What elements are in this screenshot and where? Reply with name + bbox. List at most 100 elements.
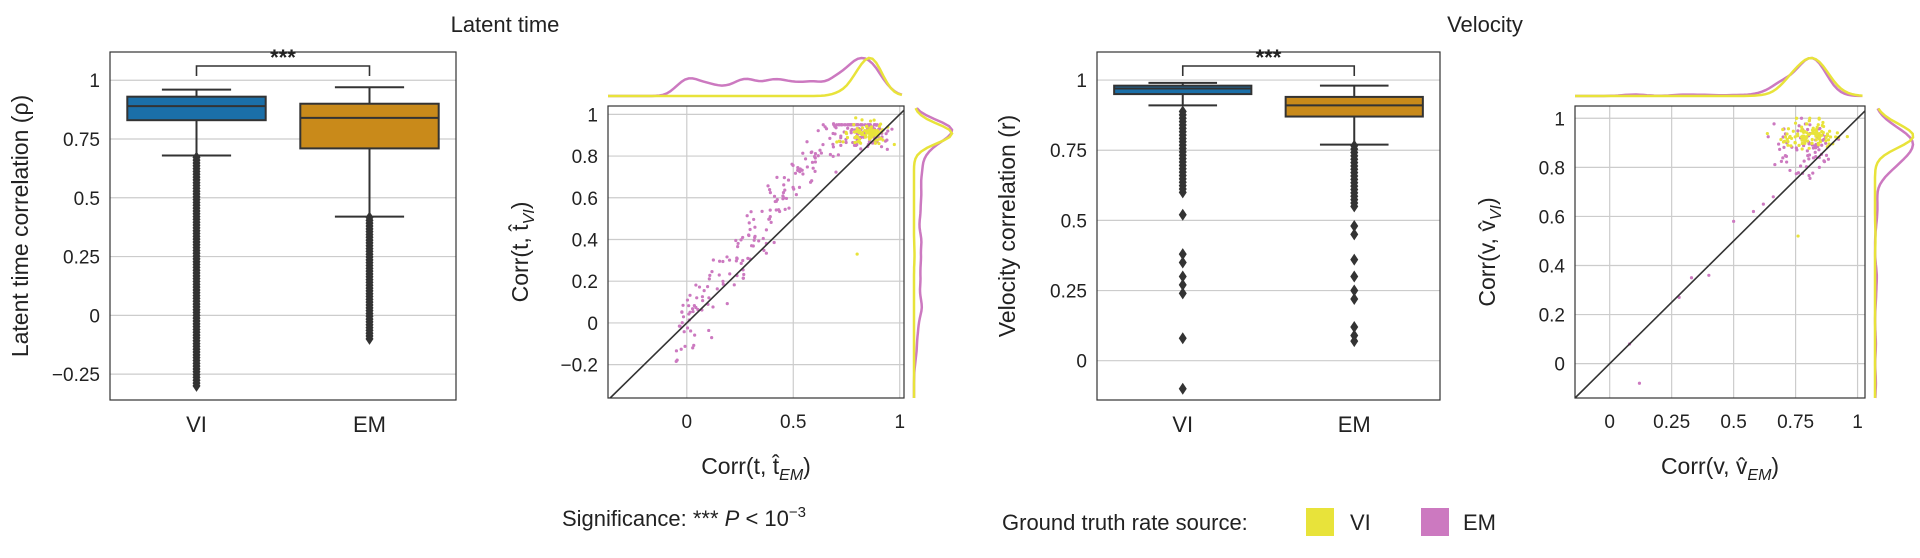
- y-tick-label: 1: [1554, 109, 1565, 130]
- point-em: [848, 123, 853, 127]
- point-em: [725, 255, 729, 259]
- point-vi: [1835, 131, 1839, 135]
- y-axis-label: Corr(v, v̂VI): [1474, 197, 1505, 306]
- point-em: [752, 217, 756, 222]
- point-em: [725, 302, 729, 306]
- point-em: [1784, 154, 1789, 158]
- point-em: [677, 324, 681, 328]
- marginal-y-em: [1873, 107, 1915, 399]
- point-em: [801, 151, 805, 155]
- latent-time-scatter: 0 0.5 1 −0.2 0 0.2 0.4 0.6 0.8 1 Corr(t, t̂EM) Corr…: [507, 56, 954, 484]
- y-tick-label: 0.8: [572, 147, 598, 168]
- point-em: [710, 336, 714, 340]
- outlier-marker: [1350, 335, 1359, 348]
- point-vi: [860, 118, 864, 122]
- outlier-marker: [1350, 284, 1359, 297]
- point-em: [879, 145, 884, 149]
- point-em: [811, 166, 815, 170]
- point-vi: [1817, 116, 1821, 120]
- outlier-marker: [1178, 382, 1187, 395]
- significance-stars: ***: [270, 45, 296, 70]
- point-em: [797, 185, 802, 190]
- point-em: [760, 209, 764, 213]
- marginal-x-vi: [1575, 56, 1863, 98]
- point-em: [739, 238, 743, 242]
- point-em: [680, 310, 684, 314]
- point-em: [766, 184, 770, 188]
- point-vi: [1779, 137, 1783, 142]
- x-tick-label: 0.5: [1720, 412, 1746, 433]
- point-vi: [875, 138, 879, 142]
- point-em: [810, 150, 814, 154]
- point-em: [878, 127, 882, 131]
- point-vi: [1810, 141, 1814, 145]
- point-em: [747, 221, 751, 225]
- point-em: [818, 148, 822, 152]
- point-em: [885, 138, 889, 142]
- point-vi: [1804, 122, 1809, 126]
- point-vi: [1803, 139, 1807, 143]
- point-vi: [892, 142, 896, 147]
- point-vi: [877, 141, 881, 146]
- legend: Ground truth rate source: VI EM: [1002, 508, 1496, 536]
- outlier-marker: [192, 151, 201, 164]
- point-vi: [877, 124, 881, 128]
- point-vi: [845, 135, 850, 140]
- point-vi: [865, 131, 869, 135]
- x-axis-label: Corr(v, v̂EM): [1661, 453, 1779, 484]
- point-em: [694, 283, 698, 287]
- point-em: [1822, 159, 1826, 163]
- point-vi: [854, 116, 858, 120]
- legend-title: Ground truth rate source:: [1002, 510, 1248, 535]
- point-vi: [1785, 137, 1789, 142]
- y-tick-label: 0.4: [1539, 256, 1566, 277]
- plot-frame: [109, 51, 457, 401]
- point-em: [1813, 150, 1817, 154]
- point-em: [849, 129, 853, 133]
- point-em: [839, 143, 843, 147]
- point-vi: [1808, 116, 1812, 120]
- point-em: [777, 208, 781, 212]
- point-vi: [856, 140, 860, 144]
- outlier-marker: [365, 211, 374, 224]
- y-tick-label: 0.75: [1050, 141, 1087, 162]
- point-em: [781, 190, 786, 195]
- point-em: [688, 310, 692, 314]
- point-em: [768, 208, 772, 212]
- point-vi: [1810, 137, 1814, 142]
- x-tick-label: 0.25: [1653, 412, 1690, 433]
- point-em: [749, 210, 753, 214]
- point-em: [767, 217, 771, 221]
- point-em: [834, 170, 838, 174]
- legend-swatch-em: [1421, 508, 1449, 536]
- point-vi: [1793, 135, 1797, 139]
- y-tick-label: 1: [89, 71, 100, 92]
- point-em: [761, 236, 765, 241]
- point-em: [707, 328, 711, 333]
- point-em: [819, 151, 823, 155]
- point-em: [821, 142, 825, 147]
- point-em: [1796, 129, 1800, 133]
- y-tick-label: 0.5: [1061, 211, 1087, 232]
- point-em: [813, 160, 817, 164]
- outlier-marker: [1178, 256, 1187, 269]
- point-em: [1811, 156, 1816, 160]
- point-em: [786, 178, 791, 182]
- point-em: [701, 299, 705, 303]
- marginal-y-vi: [912, 107, 954, 398]
- point-em: [1805, 149, 1809, 153]
- point-em: [805, 140, 809, 144]
- point-em: [1808, 176, 1812, 180]
- point-vi: [855, 126, 859, 131]
- box-vi: [1113, 84, 1253, 96]
- point-em: [734, 238, 738, 243]
- point-em: [1807, 173, 1811, 178]
- point-em: [764, 251, 768, 255]
- point-em: [1732, 219, 1736, 223]
- point-vi: [844, 131, 849, 136]
- point-em: [831, 142, 835, 146]
- point-em: [1707, 273, 1711, 277]
- x-axis-label: Corr(t, t̂EM): [701, 453, 811, 484]
- point-vi: [1804, 136, 1808, 140]
- point-vi: [1800, 141, 1804, 146]
